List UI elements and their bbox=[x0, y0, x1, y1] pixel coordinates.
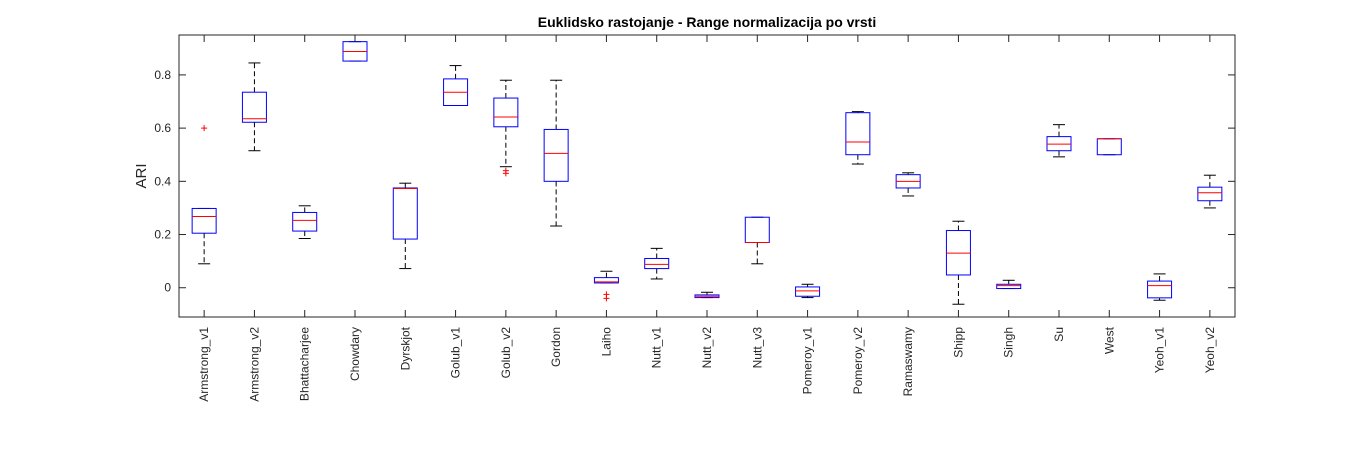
y-tick-label: 0.4 bbox=[154, 174, 171, 188]
box-west bbox=[1096, 138, 1122, 156]
x-tick-label: Pomeroy_v2 bbox=[851, 327, 865, 395]
y-tick-label: 0.2 bbox=[154, 228, 171, 242]
outlier-marker bbox=[502, 170, 509, 177]
box-bhattacharjee bbox=[292, 205, 318, 240]
box-su bbox=[1046, 124, 1072, 158]
x-tick-label: Singh bbox=[1002, 327, 1016, 358]
box-iqr bbox=[1147, 280, 1173, 299]
box-laiho bbox=[593, 270, 619, 302]
box-yeoh_v1 bbox=[1147, 273, 1173, 301]
x-tick-label: Chowdary bbox=[348, 327, 362, 381]
box-iqr bbox=[493, 97, 519, 128]
box-iqr bbox=[191, 207, 217, 234]
box-golub_v1 bbox=[443, 65, 469, 106]
box-pomeroy_v2 bbox=[845, 111, 871, 165]
x-tick-label: Gordon bbox=[549, 327, 563, 367]
y-tick-label: 0 bbox=[164, 281, 171, 295]
x-tick-label: Armstrong_v1 bbox=[197, 327, 211, 402]
x-tick-label: Ramaswamy bbox=[901, 327, 915, 396]
box-dyrskjot bbox=[392, 182, 418, 270]
x-tick-label: Laiho bbox=[599, 327, 613, 357]
box-golub_v2 bbox=[493, 79, 519, 177]
box-iqr bbox=[593, 277, 619, 284]
x-tick-label: Yeoh_v2 bbox=[1203, 327, 1217, 374]
box-iqr bbox=[644, 257, 670, 270]
x-tick-label: Su bbox=[1052, 327, 1066, 342]
box-ramaswamy bbox=[895, 172, 921, 197]
x-tick-label: Nutt_v3 bbox=[750, 327, 764, 369]
box-gordon bbox=[543, 79, 569, 227]
box-iqr bbox=[1197, 186, 1223, 202]
box-pomeroy_v1 bbox=[795, 283, 821, 299]
box-iqr bbox=[543, 128, 569, 182]
x-tick-label: Pomeroy_v1 bbox=[801, 327, 815, 395]
x-tick-label: Nutt_v1 bbox=[650, 327, 664, 369]
x-tick-label: Golub_v1 bbox=[449, 327, 463, 379]
box-nutt_v2 bbox=[694, 291, 720, 299]
outlier-marker bbox=[201, 125, 208, 132]
x-tick-label: Yeoh_v1 bbox=[1153, 327, 1167, 374]
y-tick-label: 0.8 bbox=[154, 68, 171, 82]
box-armstrong_v1 bbox=[191, 125, 217, 265]
x-tick-label: Dyrskjot bbox=[398, 326, 412, 370]
outlier-marker bbox=[603, 295, 610, 302]
x-tick-label: Golub_v2 bbox=[499, 327, 513, 379]
plot-area-frame bbox=[178, 34, 1236, 318]
box-iqr bbox=[1096, 138, 1122, 156]
x-tick-label: Nutt_v2 bbox=[700, 327, 714, 369]
y-axis-ticks: 0 0.2 0.4 0.6 0.8 bbox=[154, 68, 1235, 295]
box-iqr bbox=[241, 91, 267, 123]
box-armstrong_v2 bbox=[241, 62, 267, 152]
box-series bbox=[191, 41, 1223, 305]
x-tick-label: West bbox=[1102, 326, 1116, 354]
x-tick-label: Shipp bbox=[951, 327, 965, 358]
box-iqr bbox=[795, 286, 821, 297]
box-singh bbox=[996, 279, 1022, 290]
box-yeoh_v2 bbox=[1197, 174, 1223, 209]
y-tick-label: 0.6 bbox=[154, 121, 171, 135]
box-iqr bbox=[845, 112, 871, 156]
x-tick-label: Bhattacharjee bbox=[298, 327, 312, 401]
box-iqr bbox=[996, 283, 1022, 290]
chart-title: Euklidsko rastojanje - Range normalizaci… bbox=[538, 14, 876, 30]
x-tick-label: Armstrong_v2 bbox=[247, 327, 261, 402]
box-nutt_v3 bbox=[744, 216, 770, 265]
box-iqr bbox=[392, 187, 418, 240]
y-axis-label: ARI bbox=[133, 163, 150, 188]
box-nutt_v1 bbox=[644, 247, 670, 280]
box-iqr bbox=[744, 216, 770, 244]
x-axis-ticks: Armstrong_v1 Armstrong_v2 Bhattacharjee Cho… bbox=[197, 35, 1217, 402]
box-iqr bbox=[292, 211, 318, 232]
box-shipp bbox=[945, 220, 971, 305]
box-chowdary bbox=[342, 41, 368, 62]
